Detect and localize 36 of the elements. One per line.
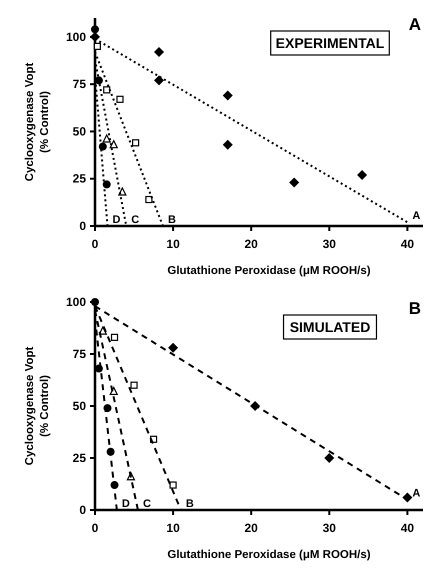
- x-tick-label: 40: [400, 237, 414, 251]
- x-axis-title: Glutathione Peroxidase (μM ROOH/s): [167, 265, 371, 277]
- x-tick-label: 30: [322, 521, 336, 535]
- y-tick-label: 100: [66, 30, 86, 44]
- x-tick-label: 20: [244, 237, 258, 251]
- y-tick-label: 75: [72, 347, 86, 361]
- y-tick-label: 25: [72, 451, 86, 465]
- y-tick-label: 0: [79, 219, 86, 233]
- x-tick-label: 30: [322, 237, 336, 251]
- series-label: D: [112, 214, 120, 226]
- y-tick-label: 100: [66, 295, 86, 309]
- x-tick-label: 10: [166, 237, 180, 251]
- y-tick-label: 50: [72, 399, 86, 413]
- series-label: C: [131, 214, 140, 226]
- x-tick-label: 10: [166, 521, 180, 535]
- y-tick-label: 25: [72, 172, 86, 186]
- series-label: A: [412, 210, 420, 222]
- y-axis-title: Cyclooxygenase Vopt (% Control): [24, 346, 51, 466]
- x-tick-label: 20: [244, 521, 258, 535]
- x-tick-label: 0: [92, 237, 99, 251]
- y-tick-label: 75: [72, 77, 86, 92]
- series-label: B: [186, 498, 194, 510]
- y-tick-label: 50: [72, 124, 86, 138]
- x-tick-label: 0: [92, 521, 99, 535]
- series-label: C: [142, 498, 151, 510]
- series-label: A: [412, 488, 420, 500]
- y-tick-label: 0: [79, 503, 86, 517]
- annotation: A: [408, 15, 421, 34]
- y-axis-title: Cyclooxygenase Vopt (% Control): [24, 62, 51, 182]
- x-axis-title: Glutathione Peroxidase (μM ROOH/s): [167, 549, 371, 561]
- annotation: EXPERIMENTAL: [276, 35, 385, 51]
- series-label: B: [168, 214, 176, 226]
- annotation: B: [408, 299, 421, 318]
- annotation: SIMULATED: [290, 319, 370, 335]
- x-tick-label: 40: [400, 521, 414, 535]
- series-label: D: [122, 498, 130, 510]
